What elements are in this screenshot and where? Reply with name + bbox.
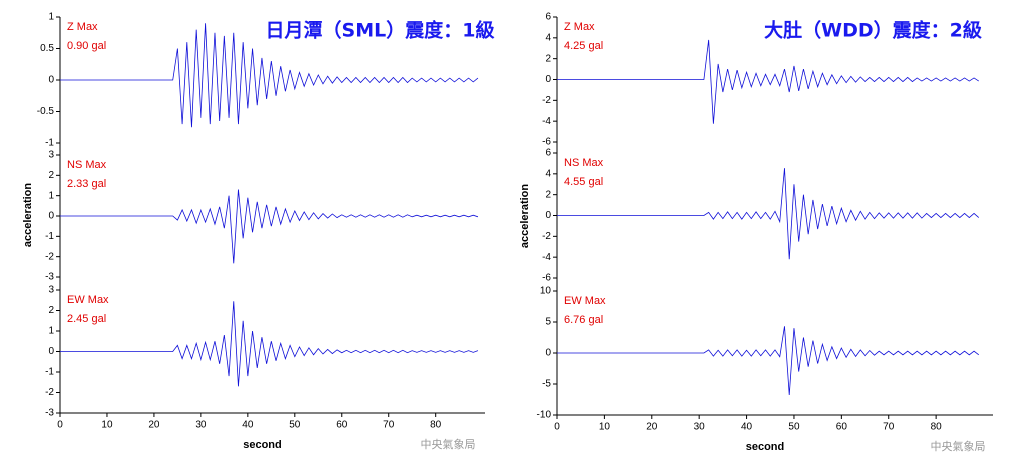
x-tick-label: 0 <box>554 422 560 433</box>
panel-max: 6.76 gal <box>564 314 603 326</box>
chart: 日月潭（SML）震度：1級 acceleration -1 -0.5 0 0.5 1 Z Ma… <box>22 12 495 451</box>
waveform <box>557 39 979 124</box>
y-axis-label: acceleration <box>22 183 34 247</box>
chart-title: 大肚（WDD）震度：2級 <box>764 19 982 42</box>
y-tick-label: 0 <box>545 74 551 85</box>
waveform <box>557 326 980 395</box>
x-tick-label: 40 <box>242 420 254 431</box>
y-tick-label: -10 <box>537 410 552 421</box>
y-tick-label: 1 <box>48 12 54 23</box>
y-tick-label: 2 <box>545 53 551 64</box>
waveform <box>60 189 479 264</box>
waveform <box>60 301 479 387</box>
y-tick-label: -2 <box>45 251 54 262</box>
x-tick-label: 30 <box>195 420 207 431</box>
panel-max: 4.25 gal <box>564 40 603 52</box>
x-tick-label: 10 <box>101 420 113 431</box>
y-tick-label: -6 <box>542 273 551 284</box>
panel-label: NS Max <box>67 159 107 171</box>
y-tick-label: 0 <box>48 346 54 357</box>
y-tick-label: 0 <box>545 348 551 359</box>
y-tick-label: -1 <box>45 367 54 378</box>
y-tick-label: 2 <box>545 189 551 200</box>
y-tick-label: 4 <box>545 32 551 43</box>
x-tick-label: 70 <box>383 420 395 431</box>
watermark: 中央氣象局 <box>421 437 476 451</box>
y-tick-label: -2 <box>542 95 551 106</box>
y-tick-label: 4 <box>545 168 551 179</box>
y-tick-label: 0 <box>545 210 551 221</box>
y-tick-label: -2 <box>45 387 54 398</box>
waveform <box>60 23 479 128</box>
watermark: 中央氣象局 <box>931 439 986 453</box>
x-tick-label: 60 <box>836 422 848 433</box>
chart-title: 日月潭（SML）震度：1級 <box>266 19 495 42</box>
panel-label: NS Max <box>564 157 604 169</box>
x-tick-label: 50 <box>289 420 301 431</box>
panel-label: Z Max <box>564 21 595 33</box>
panel-max: 4.55 gal <box>564 176 603 188</box>
panel-max: 2.45 gal <box>67 313 106 325</box>
y-tick-label: 1 <box>48 326 54 337</box>
waveform <box>557 168 980 260</box>
x-tick-label: 50 <box>788 422 800 433</box>
y-axis-label: acceleration <box>519 184 531 248</box>
x-tick-label: 20 <box>646 422 658 433</box>
y-tick-label: -6 <box>542 137 551 148</box>
x-axis-label: second <box>746 441 785 453</box>
y-tick-label: 2 <box>48 170 54 181</box>
y-tick-label: 5 <box>545 317 551 328</box>
y-tick-label: -4 <box>542 116 551 127</box>
panel-label: EW Max <box>564 295 606 307</box>
x-axis-label: second <box>243 439 282 451</box>
y-tick-label: 0 <box>48 211 54 222</box>
x-tick-label: 80 <box>931 422 943 433</box>
y-tick-label: -3 <box>45 272 54 283</box>
y-tick-label: 3 <box>48 150 54 161</box>
y-tick-label: -1 <box>45 231 54 242</box>
panel-max: 0.90 gal <box>67 40 106 52</box>
y-tick-label: -1 <box>45 138 54 149</box>
y-tick-label: -5 <box>542 379 551 390</box>
x-tick-label: 60 <box>336 420 348 431</box>
y-tick-label: 0.5 <box>40 43 54 54</box>
y-tick-label: 3 <box>48 285 54 296</box>
y-tick-label: 6 <box>545 12 551 23</box>
y-tick-label: -2 <box>542 231 551 242</box>
panel-max: 2.33 gal <box>67 178 106 190</box>
y-tick-label: 10 <box>540 286 552 297</box>
y-tick-label: -0.5 <box>37 106 55 117</box>
y-tick-label: 0 <box>48 75 54 86</box>
y-tick-label: 6 <box>545 148 551 159</box>
chart: 大肚（WDD）震度：2級 acceleration -6 -4 -2 0 2 4 6 Z Max 4… <box>519 12 993 453</box>
y-tick-label: 1 <box>48 190 54 201</box>
y-tick-label: -4 <box>542 252 551 263</box>
x-tick-label: 70 <box>883 422 895 433</box>
x-tick-label: 30 <box>694 422 706 433</box>
y-tick-label: 2 <box>48 305 54 316</box>
panel-label: EW Max <box>67 294 109 306</box>
panel-label: Z Max <box>67 21 98 33</box>
x-tick-label: 0 <box>57 420 63 431</box>
x-tick-label: 10 <box>599 422 611 433</box>
x-tick-label: 40 <box>741 422 753 433</box>
x-tick-label: 80 <box>430 420 442 431</box>
x-tick-label: 20 <box>148 420 160 431</box>
y-tick-label: -3 <box>45 408 54 419</box>
